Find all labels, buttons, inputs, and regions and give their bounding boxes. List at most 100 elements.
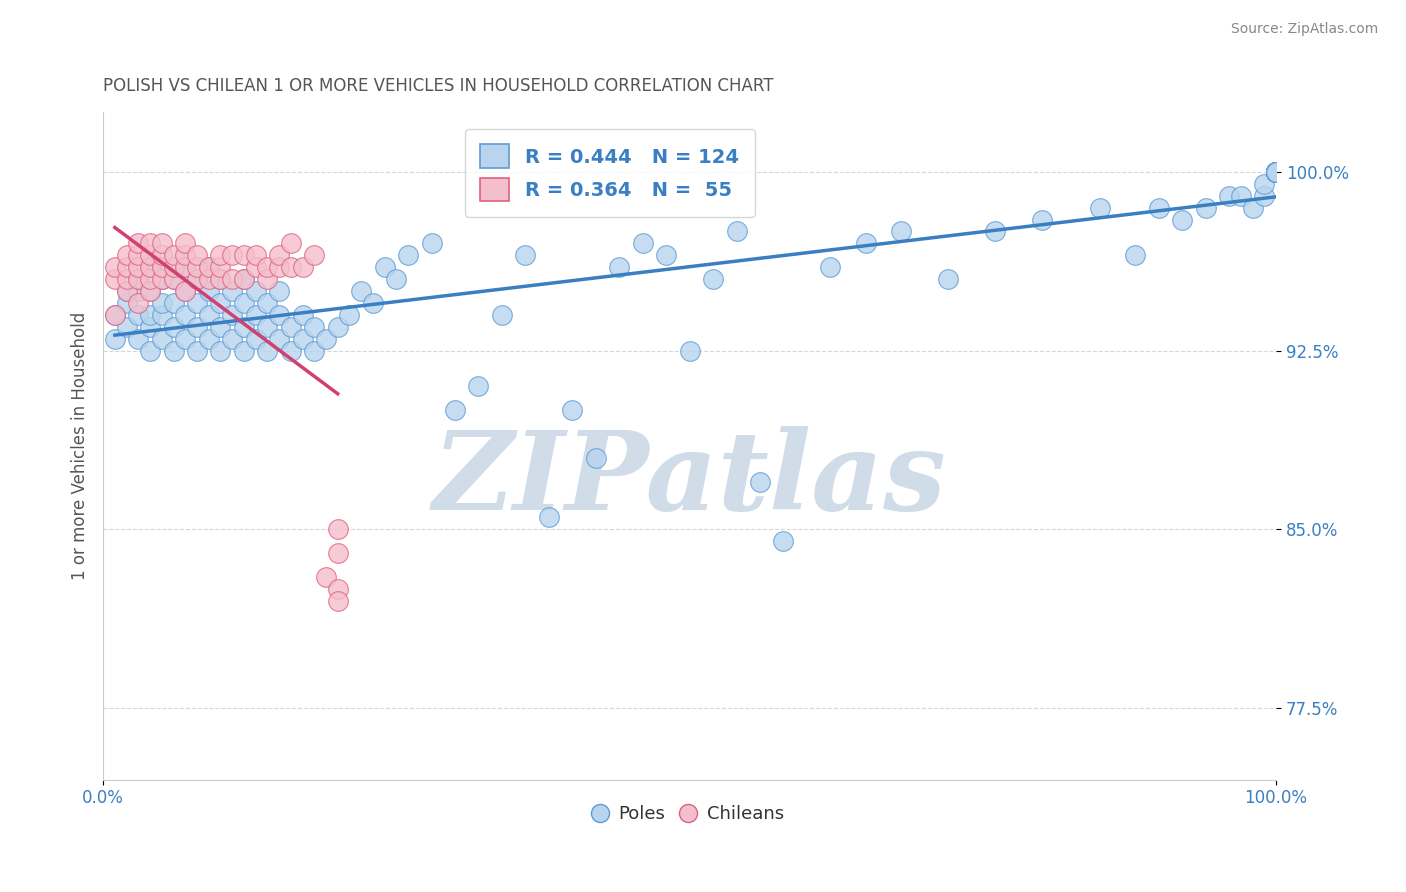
Point bbox=[139, 308, 162, 322]
Point bbox=[221, 284, 243, 298]
Point bbox=[186, 272, 208, 286]
Point bbox=[197, 260, 219, 275]
Point bbox=[1265, 165, 1288, 179]
Point bbox=[385, 272, 408, 286]
Point bbox=[304, 343, 326, 358]
Point bbox=[315, 332, 337, 346]
Point bbox=[1253, 188, 1275, 202]
Point bbox=[174, 248, 197, 262]
Point bbox=[245, 260, 267, 275]
Point bbox=[515, 248, 537, 262]
Point bbox=[139, 319, 162, 334]
Point bbox=[374, 260, 396, 275]
Point bbox=[162, 248, 184, 262]
Point bbox=[245, 332, 267, 346]
Point bbox=[256, 343, 278, 358]
Point bbox=[350, 284, 373, 298]
Point bbox=[1218, 188, 1240, 202]
Point bbox=[150, 308, 173, 322]
Point bbox=[174, 236, 197, 251]
Point bbox=[127, 284, 149, 298]
Point bbox=[304, 319, 326, 334]
Point bbox=[702, 272, 724, 286]
Point bbox=[936, 272, 959, 286]
Point bbox=[162, 260, 184, 275]
Point bbox=[1265, 165, 1288, 179]
Point bbox=[186, 260, 208, 275]
Point bbox=[197, 284, 219, 298]
Point bbox=[256, 260, 278, 275]
Point bbox=[127, 332, 149, 346]
Point bbox=[1265, 165, 1288, 179]
Text: ZIPatlas: ZIPatlas bbox=[433, 425, 946, 533]
Point bbox=[139, 284, 162, 298]
Point bbox=[1265, 165, 1288, 179]
Point bbox=[1265, 165, 1288, 179]
Point bbox=[256, 272, 278, 286]
Point bbox=[1265, 165, 1288, 179]
Point bbox=[585, 450, 607, 465]
Point bbox=[127, 296, 149, 310]
Point bbox=[1265, 165, 1288, 179]
Point bbox=[197, 332, 219, 346]
Point bbox=[221, 332, 243, 346]
Y-axis label: 1 or more Vehicles in Household: 1 or more Vehicles in Household bbox=[72, 312, 89, 580]
Point bbox=[1265, 165, 1288, 179]
Point bbox=[174, 284, 197, 298]
Point bbox=[197, 272, 219, 286]
Point bbox=[1241, 201, 1264, 215]
Point bbox=[115, 248, 138, 262]
Point bbox=[209, 319, 232, 334]
Point bbox=[104, 308, 127, 322]
Point bbox=[150, 296, 173, 310]
Point bbox=[491, 308, 513, 322]
Point bbox=[221, 272, 243, 286]
Point bbox=[267, 248, 290, 262]
Point bbox=[678, 343, 700, 358]
Point bbox=[221, 308, 243, 322]
Point bbox=[127, 248, 149, 262]
Point bbox=[280, 319, 302, 334]
Point bbox=[232, 319, 254, 334]
Point bbox=[1230, 188, 1253, 202]
Point bbox=[280, 260, 302, 275]
Point bbox=[162, 296, 184, 310]
Point bbox=[361, 296, 384, 310]
Point bbox=[186, 319, 208, 334]
Point bbox=[115, 284, 138, 298]
Point bbox=[561, 403, 583, 417]
Point bbox=[115, 284, 138, 298]
Point bbox=[1265, 165, 1288, 179]
Point bbox=[209, 296, 232, 310]
Point bbox=[127, 236, 149, 251]
Point bbox=[280, 343, 302, 358]
Point bbox=[139, 260, 162, 275]
Point bbox=[267, 260, 290, 275]
Point bbox=[245, 308, 267, 322]
Point bbox=[221, 248, 243, 262]
Point bbox=[855, 236, 877, 251]
Point bbox=[127, 308, 149, 322]
Point bbox=[115, 319, 138, 334]
Point bbox=[150, 332, 173, 346]
Point bbox=[1265, 165, 1288, 179]
Point bbox=[186, 343, 208, 358]
Point bbox=[139, 260, 162, 275]
Point bbox=[162, 272, 184, 286]
Point bbox=[232, 272, 254, 286]
Point bbox=[983, 224, 1005, 238]
Point bbox=[162, 343, 184, 358]
Point bbox=[1123, 248, 1146, 262]
Point bbox=[1265, 165, 1288, 179]
Point bbox=[267, 284, 290, 298]
Point bbox=[1265, 165, 1288, 179]
Point bbox=[127, 272, 149, 286]
Point bbox=[162, 272, 184, 286]
Text: POLISH VS CHILEAN 1 OR MORE VEHICLES IN HOUSEHOLD CORRELATION CHART: POLISH VS CHILEAN 1 OR MORE VEHICLES IN … bbox=[103, 78, 773, 95]
Point bbox=[631, 236, 654, 251]
Point bbox=[1265, 165, 1288, 179]
Point bbox=[174, 308, 197, 322]
Point bbox=[139, 343, 162, 358]
Point bbox=[280, 236, 302, 251]
Point bbox=[725, 224, 748, 238]
